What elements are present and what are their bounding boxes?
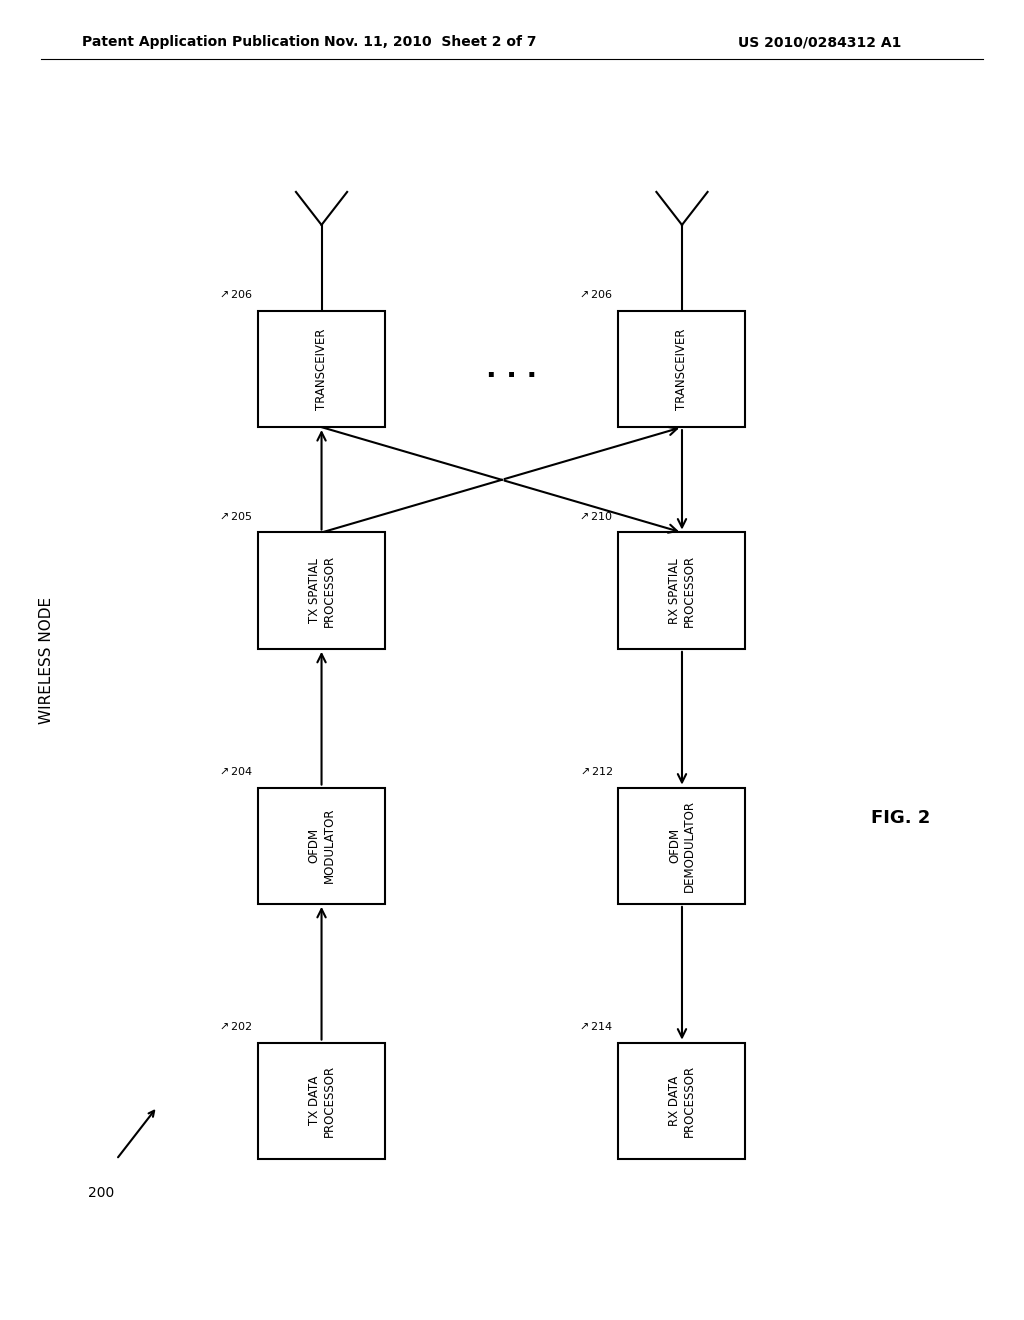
Text: $\nearrow$205: $\nearrow$205 bbox=[217, 510, 253, 521]
Text: WIRELESS NODE: WIRELESS NODE bbox=[39, 597, 53, 723]
Text: US 2010/0284312 A1: US 2010/0284312 A1 bbox=[737, 36, 901, 49]
Text: $\nearrow$204: $\nearrow$204 bbox=[217, 766, 253, 777]
Text: Nov. 11, 2010  Sheet 2 of 7: Nov. 11, 2010 Sheet 2 of 7 bbox=[324, 36, 537, 49]
Text: . . .: . . . bbox=[486, 355, 538, 383]
Text: Patent Application Publication: Patent Application Publication bbox=[82, 36, 319, 49]
FancyBboxPatch shape bbox=[618, 1043, 745, 1159]
Text: $\nearrow$214: $\nearrow$214 bbox=[578, 1020, 613, 1032]
Text: $\nearrow$210: $\nearrow$210 bbox=[578, 510, 613, 521]
Text: RX SPATIAL
PROCESSOR: RX SPATIAL PROCESSOR bbox=[668, 554, 696, 627]
FancyBboxPatch shape bbox=[618, 788, 745, 904]
Text: OFDM
DEMODULATOR: OFDM DEMODULATOR bbox=[668, 800, 696, 892]
Text: TX DATA
PROCESSOR: TX DATA PROCESSOR bbox=[307, 1065, 336, 1137]
Text: $\nearrow$206: $\nearrow$206 bbox=[578, 288, 613, 300]
FancyBboxPatch shape bbox=[618, 310, 745, 428]
Text: $\nearrow$212: $\nearrow$212 bbox=[578, 766, 613, 777]
Text: TRANSCEIVER: TRANSCEIVER bbox=[315, 329, 328, 409]
Text: 200: 200 bbox=[88, 1185, 114, 1200]
Text: OFDM
MODULATOR: OFDM MODULATOR bbox=[307, 808, 336, 883]
FancyBboxPatch shape bbox=[258, 1043, 385, 1159]
Text: TX SPATIAL
PROCESSOR: TX SPATIAL PROCESSOR bbox=[307, 554, 336, 627]
FancyBboxPatch shape bbox=[258, 532, 385, 649]
Text: $\nearrow$206: $\nearrow$206 bbox=[217, 288, 253, 300]
FancyBboxPatch shape bbox=[258, 310, 385, 428]
Text: $\nearrow$202: $\nearrow$202 bbox=[217, 1020, 253, 1032]
Text: FIG. 2: FIG. 2 bbox=[871, 809, 931, 828]
FancyBboxPatch shape bbox=[258, 788, 385, 904]
Text: RX DATA
PROCESSOR: RX DATA PROCESSOR bbox=[668, 1065, 696, 1137]
FancyBboxPatch shape bbox=[618, 532, 745, 649]
Text: TRANSCEIVER: TRANSCEIVER bbox=[676, 329, 688, 409]
